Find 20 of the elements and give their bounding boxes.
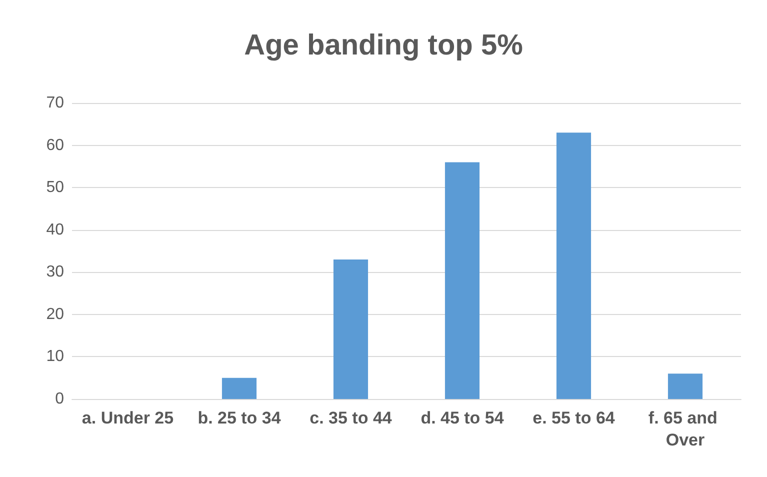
y-tick-label: 20 xyxy=(46,306,64,323)
y-tick-label: 60 xyxy=(46,136,64,154)
y-tick-label: 40 xyxy=(46,221,64,238)
x-tick-label: c. 35 to 44 xyxy=(310,408,392,428)
y-tick-label: 50 xyxy=(46,179,64,196)
bar xyxy=(556,132,592,399)
x-tick-label: f. 65 and Over xyxy=(648,408,722,450)
x-tick-label: a. Under 25 xyxy=(82,408,174,428)
x-tick-label: d. 45 to 54 xyxy=(420,408,504,428)
bar xyxy=(668,374,703,399)
bar xyxy=(333,259,368,399)
bar xyxy=(444,162,480,399)
y-tick-label: 70 xyxy=(46,94,64,112)
bar xyxy=(222,378,257,399)
x-tick-label: e. 55 to 64 xyxy=(532,408,616,428)
y-tick-label: 0 xyxy=(55,390,64,408)
chart-title: Age banding top 5% xyxy=(244,30,524,62)
x-tick-label: b. 25 to 34 xyxy=(198,408,282,428)
y-tick-label: 30 xyxy=(46,264,64,281)
y-tick-label: 10 xyxy=(46,348,64,366)
